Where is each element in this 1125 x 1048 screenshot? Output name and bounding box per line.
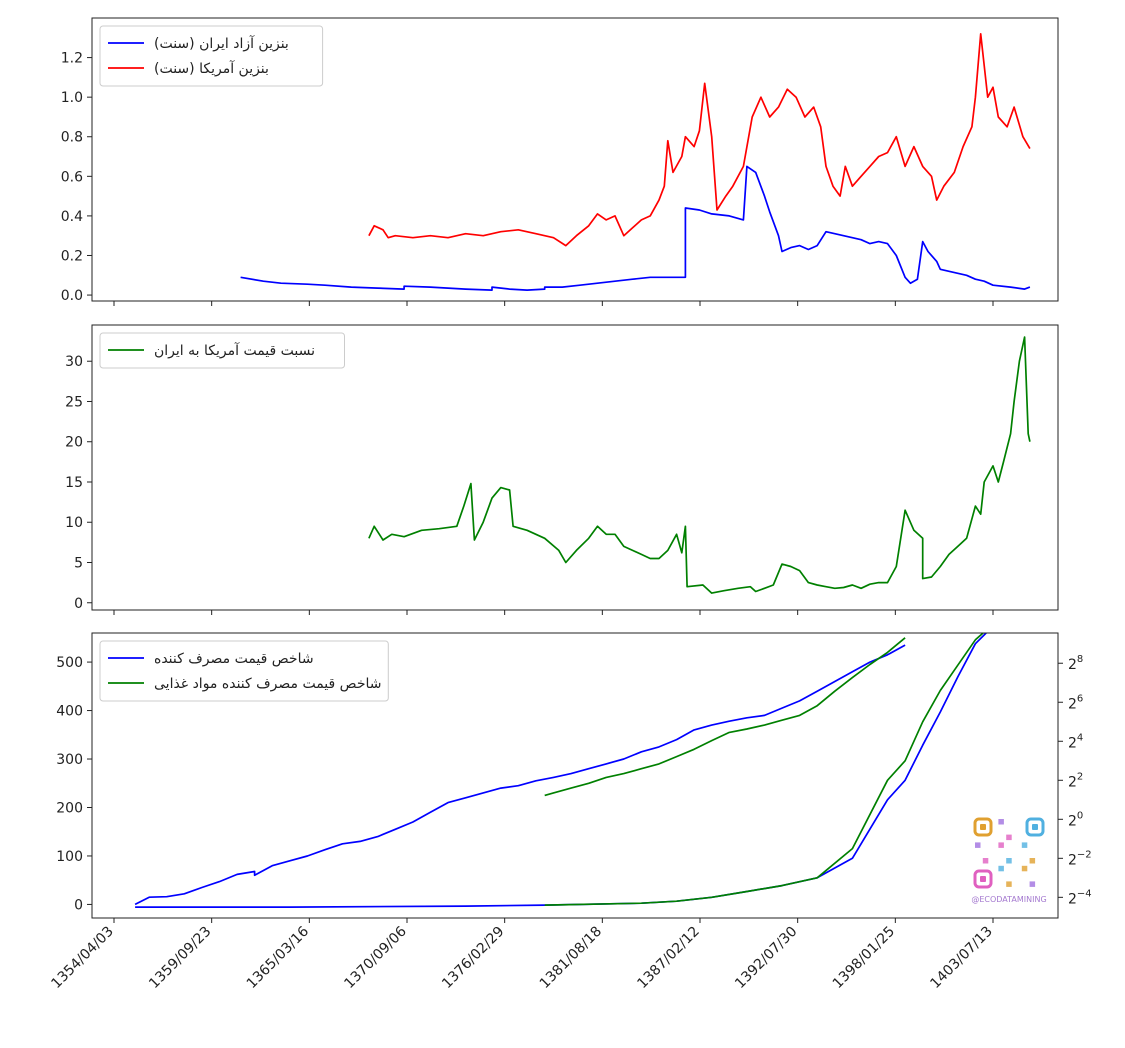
y-tick-label: 300 <box>56 752 83 768</box>
x-tick-label: 1359/09/23 <box>146 924 214 992</box>
y2-tick-label: 28 <box>1068 654 1083 673</box>
y-tick-label: 5 <box>74 556 83 572</box>
y-tick-label: 100 <box>56 849 83 865</box>
plot-frame <box>91 324 1059 611</box>
legend-label: بنزین آزاد ایران (سنت) <box>154 35 289 52</box>
x-axis-labels: 1354/04/03 1359/09/23 1365/03/16 1370/09/06… <box>48 923 995 991</box>
y-tick-label: 25 <box>65 394 83 410</box>
y2-tick-label: 2−4 <box>1068 888 1092 907</box>
y-tick-label: 0.6 <box>61 169 83 185</box>
y2-tick-label: 20 <box>1068 810 1083 829</box>
qr-module <box>975 842 981 848</box>
x-tick-label: 1392/07/30 <box>732 924 800 992</box>
y-tick-label: 0.8 <box>61 130 83 146</box>
y-tick-label: 15 <box>65 475 83 491</box>
qr-module <box>982 858 989 864</box>
legend-label: شاخص قیمت مصرف کننده <box>154 651 314 667</box>
qr-module <box>1006 858 1012 864</box>
y-tick-label: 1.0 <box>61 90 83 106</box>
qr-module <box>998 842 1004 848</box>
legend-label: بنزین آمریکا (سنت) <box>154 60 269 77</box>
series-line-1 <box>134 644 906 906</box>
qr-finder-center <box>1032 824 1038 830</box>
x-tick-label: 1354/04/03 <box>48 924 116 992</box>
legend-label: نسبت قیمت آمریکا به ایران <box>154 342 315 359</box>
qr-finder-center <box>980 876 986 882</box>
qr-module <box>1029 858 1036 864</box>
y-tick-label: 30 <box>65 354 83 370</box>
x-tick-label: 1365/03/16 <box>244 923 312 991</box>
legend: بنزین آزاد ایران (سنت) بنزین آمریکا (سنت) <box>99 25 324 87</box>
qr-module <box>1021 842 1028 848</box>
x-tick-label: 1376/02/29 <box>439 924 507 992</box>
x-tick-label: 1387/02/12 <box>634 924 702 992</box>
series-line-1 <box>240 165 1031 291</box>
legend-box <box>99 332 345 369</box>
qr-finder <box>1025 817 1045 837</box>
x-tick-label: 1403/07/13 <box>927 924 995 992</box>
x-tick-label: 1398/01/25 <box>830 924 898 992</box>
x-tick-label: 1370/09/06 <box>341 923 409 991</box>
legend-box <box>99 25 324 87</box>
qr-module <box>998 819 1004 825</box>
y-tick-label: 0.2 <box>61 248 83 264</box>
x-tick-label: 1381/08/18 <box>537 924 605 992</box>
series-group <box>134 633 988 908</box>
qr-module <box>1006 881 1012 887</box>
y2-tick-label: 26 <box>1068 693 1083 712</box>
qr-module <box>1021 865 1028 872</box>
watermark-qr: @ECODATAMINING <box>971 817 1047 904</box>
series-line-4 <box>544 633 985 906</box>
y-tick-label: 0.0 <box>61 288 83 304</box>
y2-tick-label: 2−2 <box>1068 849 1092 868</box>
series-group <box>240 32 1031 291</box>
legend-label: شاخص قیمت مصرف کننده مواد غذایی <box>154 676 381 692</box>
qr-finder <box>973 869 993 889</box>
panel-cpi: 0 100 200 300 400 500 2−4 2−2 20 22 24 26 28 شاخص قیم… <box>56 632 1092 923</box>
y-tick-label: 0.4 <box>61 209 83 225</box>
series-line-2 <box>544 637 906 797</box>
qr-finder-center <box>980 824 986 830</box>
qr-finder <box>973 817 993 837</box>
series-line-2 <box>368 32 1031 247</box>
y-tick-label: 500 <box>56 655 83 671</box>
y-tick-label: 0 <box>74 596 83 612</box>
y-tick-label: 400 <box>56 704 83 720</box>
legend: شاخص قیمت مصرف کننده شاخص قیمت مصرف کننده… <box>99 640 389 702</box>
panel-gasoline-prices: 0.0 0.2 0.4 0.6 0.8 1.0 1.2 بنزین آزاد ایران (س… <box>61 17 1059 306</box>
series-line-1 <box>368 336 1031 594</box>
y-tick-label: 10 <box>65 515 83 531</box>
qr-module <box>1029 881 1036 887</box>
plot-frame <box>91 632 1059 919</box>
y-tick-label: 200 <box>56 800 83 816</box>
legend-box <box>99 640 389 702</box>
qr-module <box>1006 834 1012 841</box>
legend: نسبت قیمت آمریکا به ایران <box>99 332 345 369</box>
plot-frame <box>91 17 1059 302</box>
y2-tick-label: 22 <box>1068 771 1083 790</box>
qr-module <box>998 865 1004 872</box>
y-tick-label: 20 <box>65 435 83 451</box>
y-tick-label: 1.2 <box>61 51 83 67</box>
y-tick-label: 0 <box>74 897 83 913</box>
series-group <box>368 336 1031 594</box>
panel-price-ratio: 0 5 10 15 20 25 30 نسبت قیمت آمریکا به ایران <box>65 324 1059 615</box>
watermark-text: @ECODATAMINING <box>971 895 1046 904</box>
y2-tick-label: 24 <box>1068 732 1083 751</box>
